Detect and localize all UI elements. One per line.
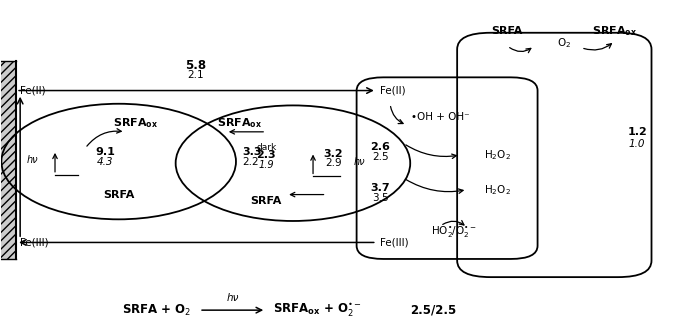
Text: 2.6: 2.6: [370, 142, 390, 152]
Text: SRFA + O$_2$: SRFA + O$_2$: [122, 303, 191, 318]
Text: Fe(III): Fe(III): [20, 237, 48, 247]
Text: 1.9: 1.9: [258, 160, 274, 170]
Text: 3.3: 3.3: [243, 147, 262, 157]
Text: 2.1: 2.1: [188, 70, 204, 80]
Text: 3.7: 3.7: [370, 183, 390, 193]
Text: 3.5: 3.5: [371, 193, 388, 203]
Text: 4.3: 4.3: [97, 157, 114, 167]
Text: hν: hν: [27, 155, 38, 165]
Text: SRFA$_{\mathbf{ox}}$ + O$_2^{•-}$: SRFA$_{\mathbf{ox}}$ + O$_2^{•-}$: [273, 301, 361, 319]
Text: 1.0: 1.0: [628, 139, 645, 149]
Text: SRFA: SRFA: [250, 196, 282, 206]
Text: SRFA: SRFA: [103, 189, 135, 199]
Text: 1.2: 1.2: [628, 127, 648, 137]
Text: SRFA$_{\mathbf{ox}}$: SRFA$_{\mathbf{ox}}$: [113, 117, 158, 131]
Text: hν: hν: [226, 293, 239, 303]
Text: dark: dark: [256, 143, 276, 152]
Text: Fe(II): Fe(II): [20, 86, 46, 96]
Text: SRFA$_{\mathbf{ox}}$: SRFA$_{\mathbf{ox}}$: [592, 24, 637, 38]
Text: H$_2$O$_2$: H$_2$O$_2$: [484, 148, 511, 162]
Text: 2.2: 2.2: [243, 157, 259, 167]
Text: O$_2$: O$_2$: [557, 36, 571, 50]
Text: Fe(III): Fe(III): [380, 237, 409, 247]
Text: 5.8: 5.8: [185, 59, 207, 72]
Text: Fe(II): Fe(II): [380, 86, 406, 96]
Bar: [1, 61, 16, 259]
Text: HO$_2^•$/O$_2^{•-}$: HO$_2^•$/O$_2^{•-}$: [431, 225, 476, 240]
Text: H$_2$O$_2$: H$_2$O$_2$: [484, 183, 511, 196]
Text: 2.9: 2.9: [325, 159, 341, 168]
Text: 3.2: 3.2: [323, 149, 343, 159]
Text: 2.5: 2.5: [371, 152, 388, 162]
Text: SRFA: SRFA: [492, 26, 523, 36]
Text: 2.5/2.5: 2.5/2.5: [411, 304, 456, 317]
Text: 2.3: 2.3: [256, 150, 276, 160]
Text: SRFA$_{\mathbf{ox}}$: SRFA$_{\mathbf{ox}}$: [217, 117, 262, 131]
Text: 9.1: 9.1: [96, 147, 115, 157]
Text: hν: hν: [353, 157, 365, 166]
Text: •OH + OH⁻: •OH + OH⁻: [411, 112, 470, 122]
